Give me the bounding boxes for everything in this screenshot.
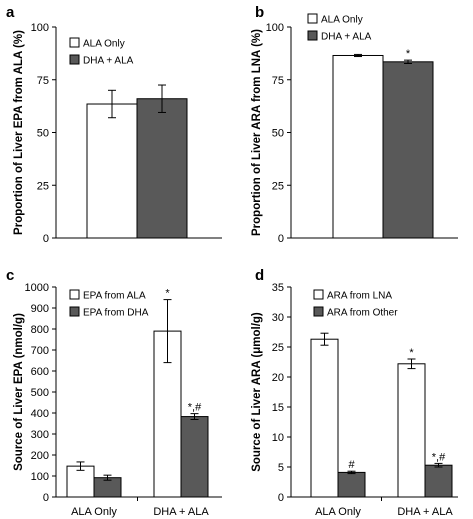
bar bbox=[382, 61, 434, 239]
legend-swatch bbox=[307, 30, 318, 41]
y-tick-label: 200 bbox=[31, 450, 49, 462]
legend-swatch bbox=[313, 306, 324, 317]
y-tick-label: 900 bbox=[31, 303, 49, 315]
x-category-label: ALA Only bbox=[315, 506, 361, 518]
y-tick-label: 75 bbox=[272, 75, 284, 87]
y-tick-label: 0 bbox=[43, 233, 49, 245]
x-category-label: DHA + ALA bbox=[153, 506, 209, 518]
y-tick-label: 100 bbox=[31, 22, 49, 34]
y-tick-label: 75 bbox=[37, 75, 49, 87]
y-tick-label: 35 bbox=[272, 282, 284, 294]
panel-letter: a bbox=[6, 4, 15, 21]
legend-label: EPA from ALA bbox=[83, 291, 146, 302]
y-tick-label: 5 bbox=[278, 462, 284, 474]
panel-letter: d bbox=[255, 267, 264, 284]
legend-label: ALA Only bbox=[321, 15, 363, 26]
y-tick-label: 50 bbox=[37, 128, 49, 140]
y-tick-label: 0 bbox=[278, 492, 284, 504]
significance-marker: * bbox=[165, 288, 170, 300]
legend-swatch bbox=[69, 306, 80, 317]
y-tick-label: 25 bbox=[272, 342, 284, 354]
y-tick-label: 400 bbox=[31, 408, 49, 420]
panel-letter: b bbox=[255, 4, 264, 21]
legend-swatch bbox=[69, 54, 80, 65]
panel-a: a 0 25 50 75 100 Proportion of Liver EPA from … bbox=[6, 4, 222, 245]
y-tick-label: 300 bbox=[31, 429, 49, 441]
y-tick-label: 600 bbox=[31, 366, 49, 378]
y-axis-label: Proportion of Liver ARA from LNA (%) bbox=[251, 29, 263, 236]
legend-swatch bbox=[69, 37, 80, 48]
x-category-label: ALA Only bbox=[71, 506, 117, 518]
legend-swatch bbox=[313, 289, 324, 300]
bar bbox=[86, 103, 138, 239]
y-axis-label: Source of Liver ARA (μmol/g) bbox=[251, 312, 263, 472]
y-tick-label: 15 bbox=[272, 402, 284, 414]
bar bbox=[310, 338, 339, 498]
legend-label: ARA from LNA bbox=[327, 291, 392, 302]
y-tick-label: 500 bbox=[31, 387, 49, 399]
panel-letter: c bbox=[6, 267, 14, 284]
panel-d: d 0 5 10 15 20 25 30 35 Source of Liver ARA (μmol… bbox=[251, 267, 458, 518]
y-tick-label: 10 bbox=[272, 432, 284, 444]
y-tick-label: 50 bbox=[272, 128, 284, 140]
y-tick-label: 0 bbox=[278, 233, 284, 245]
y-axis-label: Proportion of Liver EPA from ALA (%) bbox=[13, 30, 25, 235]
significance-marker: * bbox=[406, 48, 411, 60]
y-tick-label: 0 bbox=[43, 492, 49, 504]
y-tick-label: 1000 bbox=[25, 282, 49, 294]
panel-c: c 0 100 200 300 400 500 600 700 800 900 1000 Source … bbox=[6, 267, 222, 518]
y-tick-label: 800 bbox=[31, 324, 49, 336]
y-tick-label: 25 bbox=[37, 180, 49, 192]
bar bbox=[397, 363, 426, 498]
significance-marker: * bbox=[409, 347, 414, 359]
significance-marker: # bbox=[348, 459, 355, 471]
y-tick-label: 100 bbox=[31, 471, 49, 483]
bar bbox=[180, 416, 209, 498]
y-tick-label: 30 bbox=[272, 312, 284, 324]
significance-marker: *,# bbox=[432, 451, 446, 463]
legend-label: ARA from Other bbox=[327, 308, 398, 319]
bar bbox=[66, 465, 95, 498]
y-tick-label: 700 bbox=[31, 345, 49, 357]
legend-label: DHA + ALA bbox=[321, 32, 372, 43]
bar bbox=[136, 98, 188, 239]
x-category-label: DHA + ALA bbox=[397, 506, 453, 518]
bar bbox=[337, 471, 366, 498]
y-tick-label: 25 bbox=[272, 180, 284, 192]
bar bbox=[424, 464, 453, 498]
legend-swatch bbox=[307, 13, 318, 24]
y-tick-label: 100 bbox=[266, 22, 284, 34]
y-axis-label: Source of Liver EPA (nmol/g) bbox=[13, 313, 25, 471]
legend-label: DHA + ALA bbox=[83, 56, 134, 67]
legend-swatch bbox=[69, 289, 80, 300]
legend-label: ALA Only bbox=[83, 39, 125, 50]
significance-marker: *,# bbox=[188, 402, 202, 414]
y-tick-label: 20 bbox=[272, 372, 284, 384]
legend-label: EPA from DHA bbox=[83, 308, 149, 319]
bar bbox=[332, 54, 384, 239]
